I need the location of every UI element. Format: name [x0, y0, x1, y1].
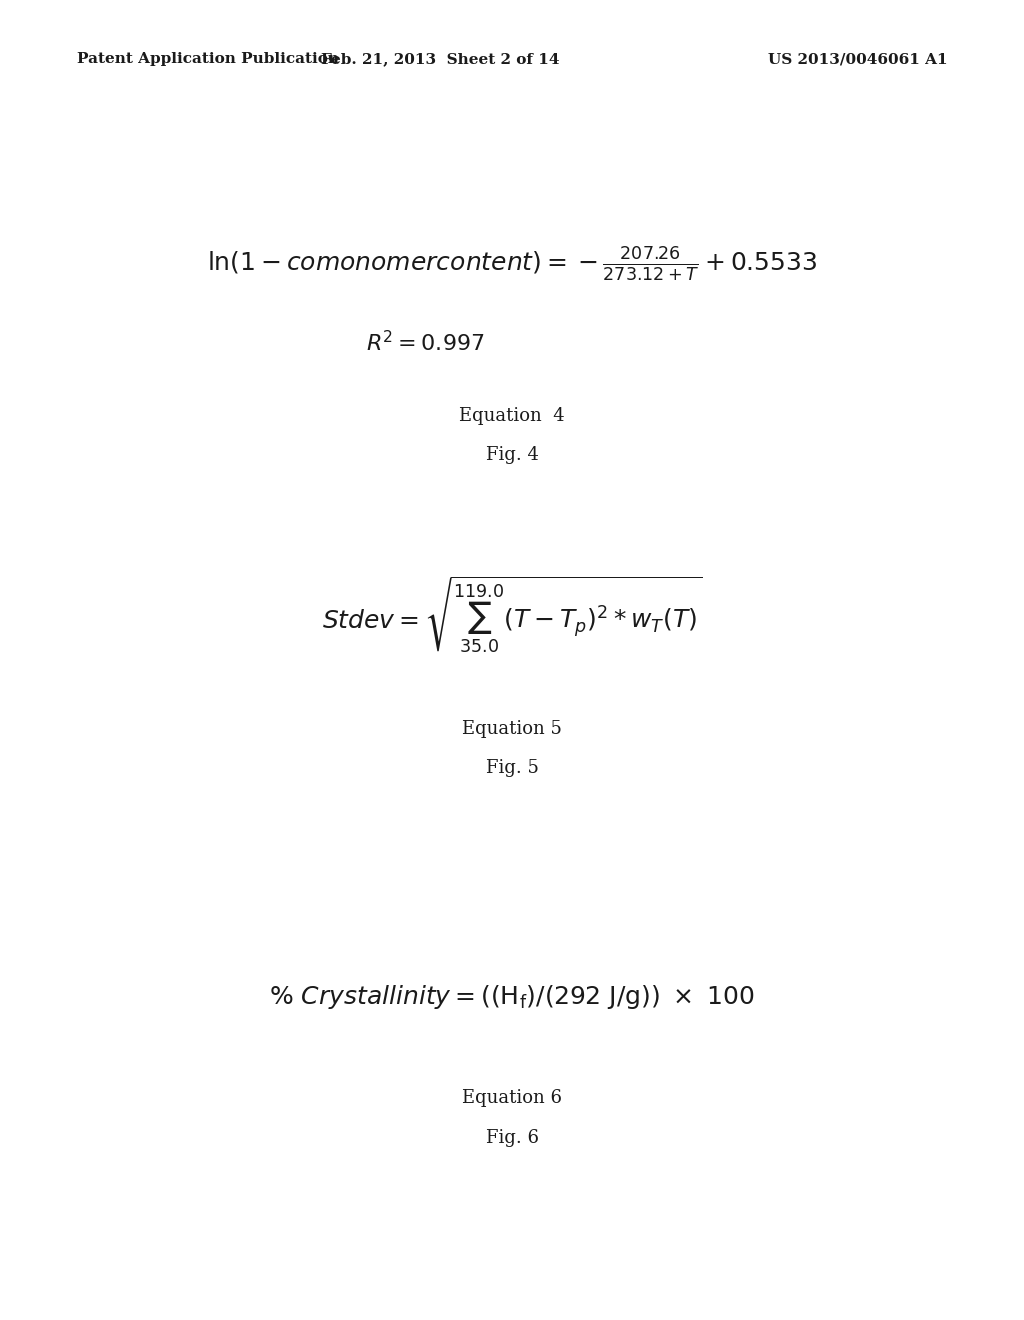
Text: $\mathit{Stdev}=\sqrt{\sum_{35.0}^{119.0}(T-T_{p})^{2}*w_{T}(T)}$: $\mathit{Stdev}=\sqrt{\sum_{35.0}^{119.0… [322, 574, 702, 653]
Text: Fig. 5: Fig. 5 [485, 759, 539, 777]
Text: Equation 5: Equation 5 [462, 719, 562, 738]
Text: Fig. 6: Fig. 6 [485, 1129, 539, 1147]
Text: Equation  4: Equation 4 [459, 407, 565, 425]
Text: $\mathit{R}^{2}=0.997$: $\mathit{R}^{2}=0.997$ [366, 330, 484, 356]
Text: US 2013/0046061 A1: US 2013/0046061 A1 [768, 53, 947, 66]
Text: $\%\ \mathit{Crystallinity} = ((\mathrm{H_{f}})/(292\ \mathrm{J/g}))\ \times\ 10: $\%\ \mathit{Crystallinity} = ((\mathrm{… [269, 982, 755, 1011]
Text: Fig. 4: Fig. 4 [485, 446, 539, 465]
Text: Equation 6: Equation 6 [462, 1089, 562, 1107]
Text: Feb. 21, 2013  Sheet 2 of 14: Feb. 21, 2013 Sheet 2 of 14 [322, 53, 559, 66]
Text: $\ln(1-\mathit{comonomercontent}) = -\frac{207.26}{273.12+T}+0.5533$: $\ln(1-\mathit{comonomercontent}) = -\fr… [207, 246, 817, 282]
Text: Patent Application Publication: Patent Application Publication [77, 53, 339, 66]
